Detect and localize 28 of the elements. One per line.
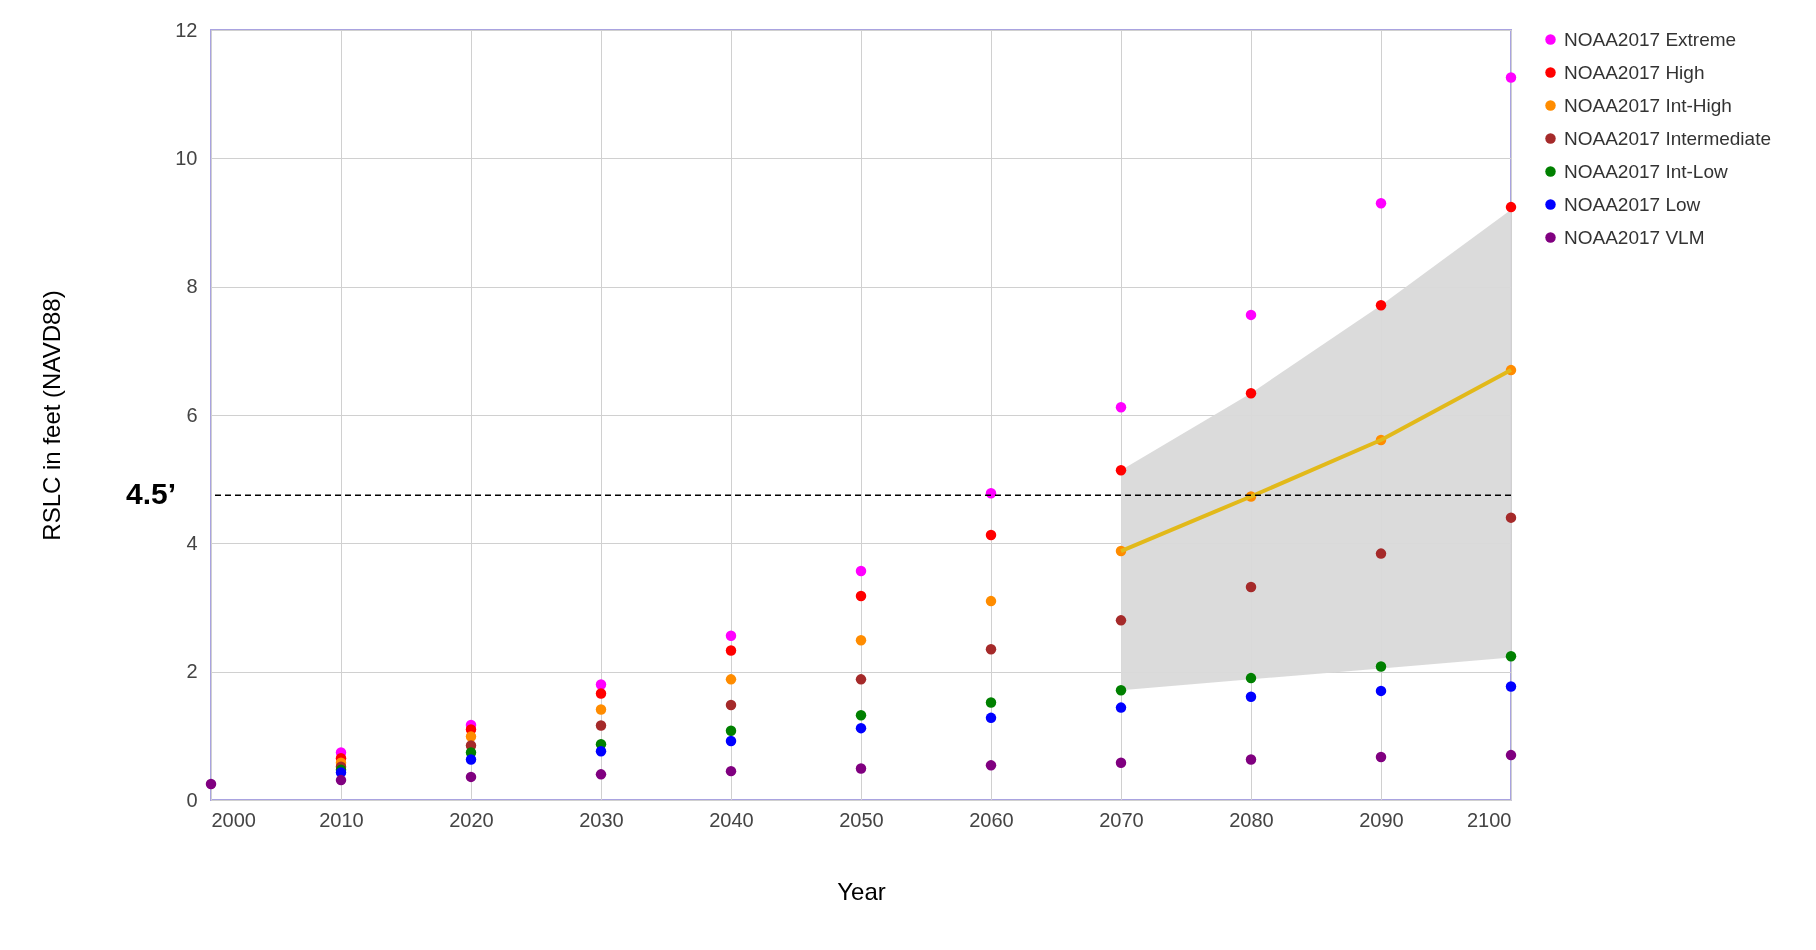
x-axis-title: Year [837,877,886,905]
legend-label: NOAA2017 VLM [1564,226,1705,248]
y-tick-label: 10 [175,146,198,169]
y-tick-label: 8 [186,275,198,298]
x-tick-label: 2030 [579,808,624,831]
y-tick-label: 0 [186,788,198,811]
legend-label: NOAA2017 Low [1564,193,1701,215]
y-tick-label: 12 [175,18,198,41]
legend-label: NOAA2017 Int-Low [1564,160,1728,182]
x-tick-label: 2050 [839,808,884,831]
x-tick-label: 2080 [1229,808,1274,831]
x-tick-label: 2000 [211,808,256,831]
y-tick-label: 6 [186,403,198,426]
x-tick-label: 2090 [1359,808,1404,831]
legend-label: NOAA2017 Int-High [1564,94,1732,116]
legend-label: NOAA2017 Intermediate [1564,127,1772,149]
ref-line-label: 4.5’ [125,477,176,511]
legend-label: NOAA2017 High [1564,61,1705,83]
y-tick-label: 4 [186,531,198,554]
y-tick-label: 2 [186,660,198,683]
x-tick-label: 2100 [1467,808,1512,831]
x-tick-label: 2060 [969,808,1014,831]
x-tick-label: 2020 [449,808,494,831]
y-axis-title: RSLC in feet (NAVD88) [38,290,66,541]
x-tick-label: 2070 [1099,808,1144,831]
x-tick-label: 2040 [709,808,754,831]
x-tick-label: 2010 [319,808,364,831]
legend-label: NOAA2017 Extreme [1564,28,1737,50]
